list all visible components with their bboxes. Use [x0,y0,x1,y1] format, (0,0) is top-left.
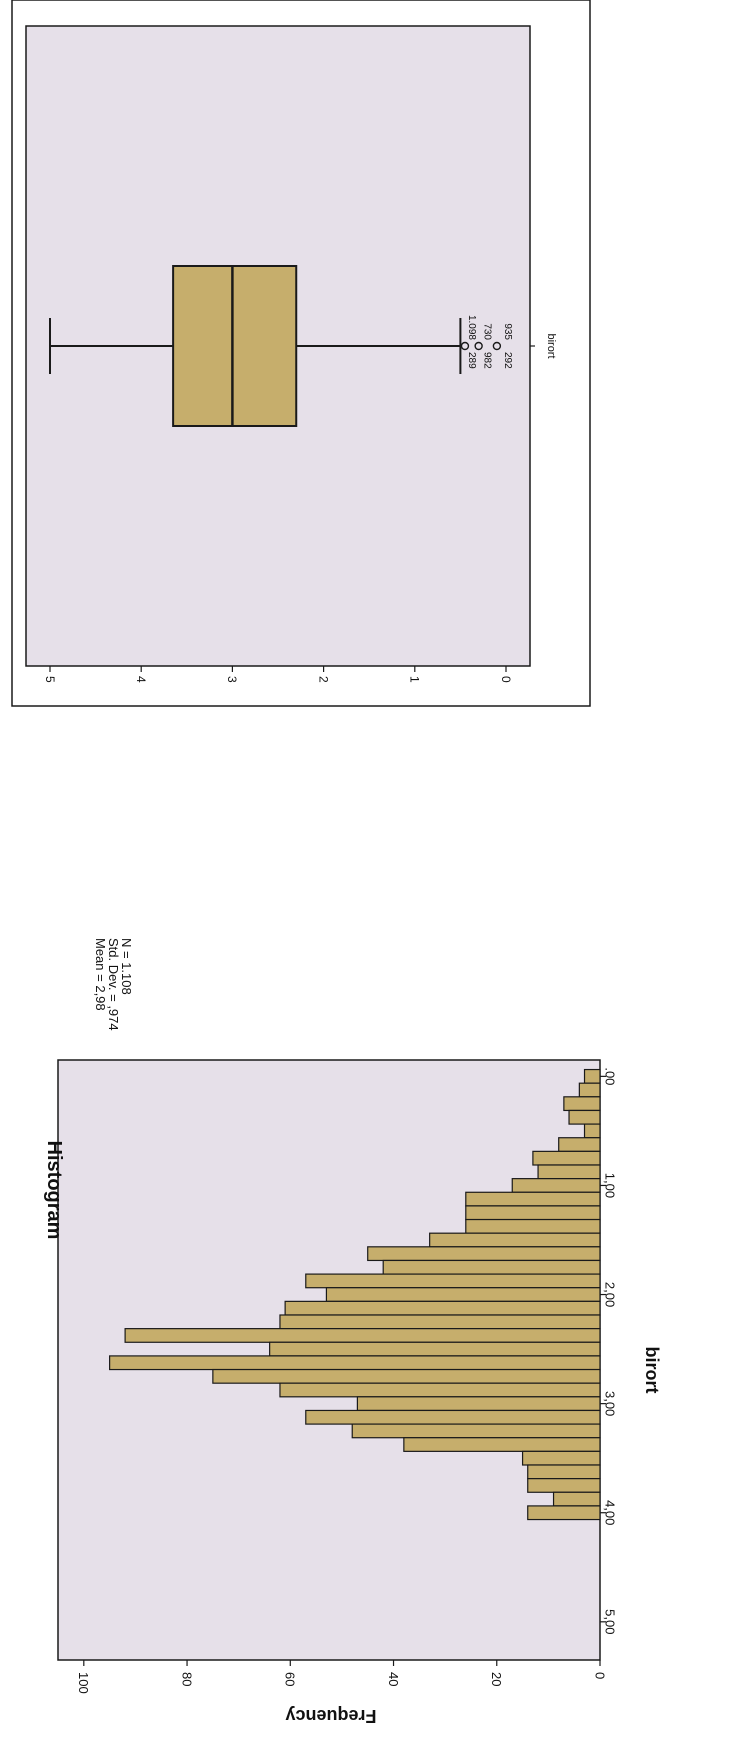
histogram-bar [367,1246,601,1262]
histogram-y-tick-label: 20 [489,1672,504,1686]
histogram-bar [305,1409,601,1425]
outlier-label: 935 [502,323,513,340]
histogram-title: Histogram [43,1141,65,1240]
boxplot-value-tick-label: 1 [408,676,422,683]
outlier-point [474,341,483,351]
histogram-bar [382,1259,601,1275]
outlier-label: 292 [502,352,513,369]
histogram-bar [465,1191,601,1207]
histogram-y-tick-label: 40 [386,1672,401,1686]
histogram-bar [583,1068,601,1084]
histogram-bar [325,1287,601,1302]
histogram-x-tick-label: 2,00 [602,1282,617,1307]
histogram-y-tick-label: 0 [592,1672,607,1679]
histogram-x-tick-label: .00 [602,1067,617,1085]
histogram-y-tick-label: 80 [179,1672,194,1686]
histogram-x-ticks: .00 1,00 2,00 3,00 4,00 5,00 [600,1067,617,1634]
histogram-bar [558,1137,601,1152]
outlier-label: 730 [482,323,493,340]
outlier-point [492,341,502,351]
histogram-bar [429,1232,601,1248]
stats-std-dev: Std. Dev. = ,974 [106,938,121,1031]
histogram-bar [351,1423,601,1439]
histogram-bar [578,1082,601,1098]
boxplot-category-label: birort [545,333,557,358]
histogram-bar [279,1314,601,1330]
histogram-bar [563,1096,601,1112]
histogram-bar [109,1355,601,1371]
outlier-label: 1.098 [466,315,477,340]
histogram-bar [284,1300,601,1316]
boxplot-chart: 0 1 2 3 4 5 1.098 289 730 982 935 292 birort [11,0,591,707]
boxplot-value-tick-label: 5 [43,676,57,683]
histogram-bar [403,1437,601,1452]
histogram-bar [583,1123,601,1139]
histogram-bar [465,1218,601,1234]
histogram-y-axis-label: Frequency [285,1706,376,1726]
stats-n: N = 1.108 [119,938,134,995]
histogram-y-ticks: 0 20 40 60 80 100 [76,1660,607,1694]
boxplot-value-tick-label: 0 [499,676,513,683]
histogram-bar [568,1109,601,1125]
histogram-bar [537,1164,601,1180]
boxplot-value-tick-label: 2 [316,676,330,683]
histogram-chart: .00 1,00 2,00 3,00 4,00 5,00 0 20 40 60 80 100 His… [43,938,662,1726]
histogram-x-tick-label: 1,00 [602,1173,617,1198]
histogram-bar [124,1328,601,1343]
outlier-point [460,341,470,351]
boxplot-value-tick-label: 3 [225,676,239,683]
histogram-bar [527,1478,601,1493]
histogram-bar [356,1396,601,1412]
histogram-bar [552,1491,601,1507]
histogram-bar [532,1150,601,1166]
histogram-stats-legend: Mean = 2,98 Std. Dev. = ,974 N = 1.108 [93,938,134,1031]
histogram-bar [212,1368,601,1384]
outlier-label: 982 [482,352,493,369]
histogram-y-tick-label: 100 [76,1672,91,1694]
outlier-label: 289 [466,352,477,369]
histogram-x-axis-label: birort [642,1347,662,1394]
histogram-bar [269,1341,601,1357]
boxplot-value-tick-label: 4 [134,676,148,683]
stats-mean: Mean = 2,98 [93,938,108,1011]
histogram-bar [465,1205,601,1221]
histogram-bars [109,1068,601,1521]
histogram-bar [521,1450,601,1466]
interquartile-box [172,265,298,427]
histogram-x-tick-label: 3,00 [602,1391,617,1416]
boxplot-marks: 1.098 289 730 982 935 292 [49,265,513,427]
histogram-bar [279,1382,601,1398]
boxplot-value-ticks: 0 1 2 3 4 5 [43,666,513,683]
histogram-bar [305,1273,601,1289]
histogram-bar [511,1178,601,1193]
histogram-y-tick-label: 60 [283,1672,298,1686]
histogram-bar [527,1505,601,1521]
histogram-x-tick-label: 5,00 [602,1609,617,1634]
histogram-x-tick-label: 4,00 [602,1500,617,1525]
histogram-bar [527,1464,601,1480]
